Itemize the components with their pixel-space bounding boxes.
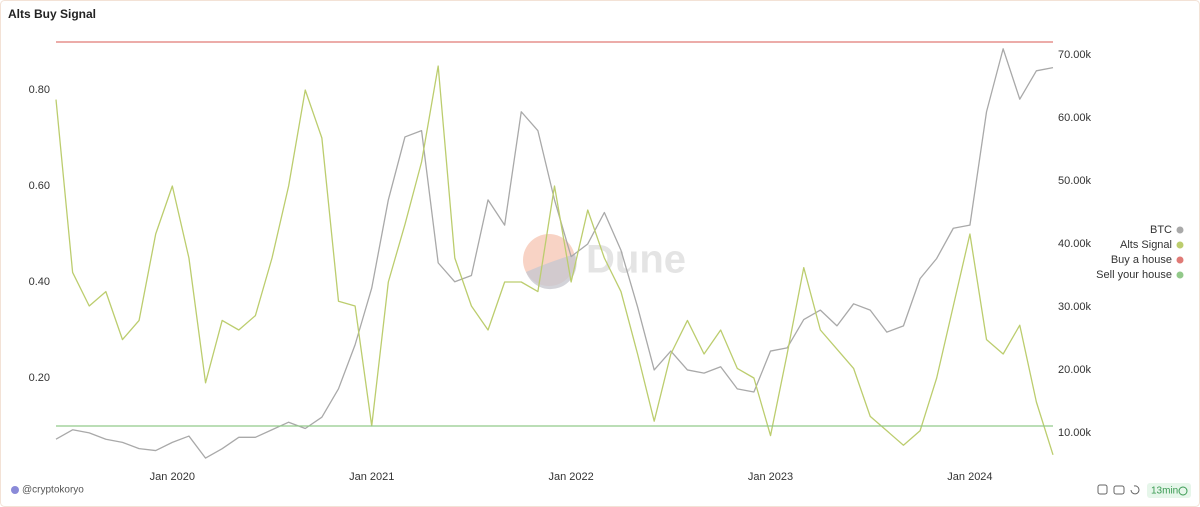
x-tick-label: Jan 2023	[748, 471, 793, 483]
chart-title: Alts Buy Signal	[8, 7, 96, 21]
y-tick-label: 0.40	[29, 276, 50, 288]
avatar	[11, 486, 19, 494]
y2-tick-label: 10.00k	[1058, 427, 1092, 439]
y2-tick-label: 50.00k	[1058, 175, 1092, 187]
x-tick-label: Jan 2021	[349, 471, 394, 483]
legend-label: BTC	[1150, 224, 1172, 236]
watermark-logo: Dune	[523, 234, 686, 290]
y2-tick-label: 20.00k	[1058, 364, 1092, 376]
series-line	[55, 65, 1054, 455]
footer: @cryptokoryo 13min	[11, 483, 1191, 498]
legend-swatch	[1176, 256, 1184, 264]
legend-label: Buy a house	[1111, 254, 1172, 266]
y2-tick-label: 60.00k	[1058, 112, 1092, 124]
y-tick-label: 0.20	[29, 372, 50, 384]
legend-label: Sell your house	[1096, 269, 1172, 281]
series-line	[55, 48, 1054, 459]
x-tick-label: Jan 2022	[548, 471, 593, 483]
y2-tick-label: 30.00k	[1058, 301, 1092, 313]
legend-label: Alts Signal	[1120, 239, 1172, 251]
legend-swatch	[1176, 271, 1184, 279]
y-tick-label: 0.60	[29, 180, 50, 192]
author: @cryptokoryo	[22, 485, 84, 496]
logo-shape	[526, 254, 577, 290]
x-tick-label: Jan 2020	[150, 471, 195, 483]
plot: 0.20 0.40 0.60 0.80 10.00k 20.00k 30.00k 40.00k…	[29, 41, 1184, 483]
badge-check	[1178, 486, 1188, 496]
watermark: Dune	[586, 238, 686, 282]
refresh-icon[interactable]	[1130, 485, 1140, 495]
x-tick-label: Jan 2024	[947, 471, 992, 483]
legend-swatch	[1176, 241, 1184, 249]
y2-tick-label: 40.00k	[1058, 238, 1092, 250]
y-tick-label: 0.80	[29, 84, 50, 96]
share-icon[interactable]	[1097, 484, 1108, 495]
legend-swatch	[1176, 226, 1184, 234]
badge: 13min	[1151, 486, 1178, 497]
y2-tick-label: 70.00k	[1058, 49, 1092, 61]
camera-icon[interactable]	[1113, 485, 1125, 495]
